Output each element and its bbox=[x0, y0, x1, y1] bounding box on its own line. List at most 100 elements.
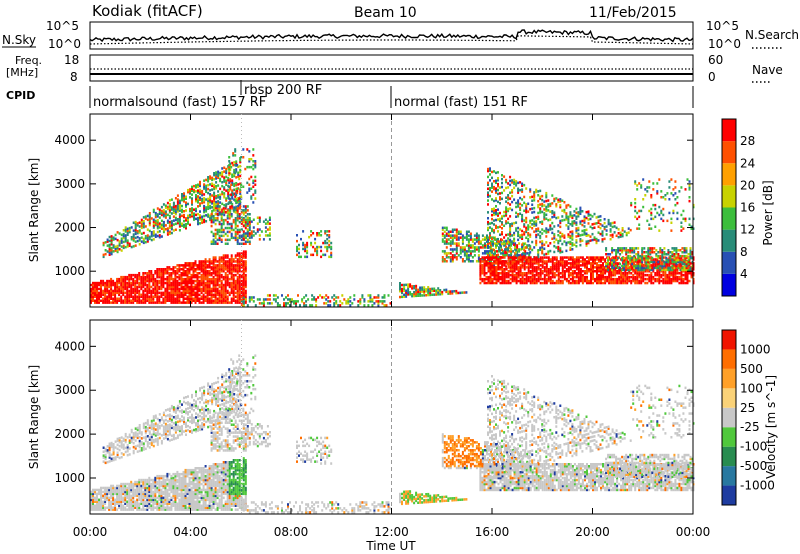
power-cell bbox=[547, 230, 550, 234]
power-cell bbox=[487, 275, 490, 279]
power-cell bbox=[489, 270, 492, 273]
power-cell bbox=[215, 187, 218, 190]
power-cell bbox=[561, 260, 564, 263]
power-cell bbox=[204, 268, 207, 271]
power-cell bbox=[242, 273, 245, 277]
power-cell bbox=[533, 281, 536, 285]
power-cell bbox=[240, 254, 243, 257]
power-cell bbox=[569, 262, 572, 265]
power-cell bbox=[154, 295, 157, 298]
power-cell bbox=[660, 275, 663, 279]
power-cell bbox=[176, 194, 179, 197]
power-cell bbox=[194, 283, 197, 287]
power-cell bbox=[571, 222, 574, 225]
power-cell bbox=[244, 289, 247, 293]
power-cell bbox=[190, 275, 193, 279]
power-cell bbox=[441, 238, 444, 241]
power-cell bbox=[199, 210, 201, 213]
power-cell bbox=[487, 169, 489, 173]
power-cell bbox=[150, 293, 153, 297]
power-cell bbox=[668, 262, 671, 265]
power-cell bbox=[202, 293, 205, 297]
power-cell bbox=[441, 256, 444, 259]
power-cell bbox=[581, 219, 584, 223]
power-cell bbox=[191, 203, 193, 206]
power-cell bbox=[650, 277, 653, 281]
power-cell bbox=[581, 239, 584, 242]
power-cell bbox=[138, 289, 141, 293]
power-cell bbox=[505, 251, 508, 254]
power-cell bbox=[401, 295, 403, 299]
power-cell bbox=[620, 270, 623, 273]
power-cell bbox=[489, 188, 491, 192]
power-cell bbox=[326, 247, 329, 251]
power-cell bbox=[174, 266, 177, 269]
power-cell bbox=[128, 281, 131, 285]
power-cell bbox=[116, 285, 119, 289]
power-cell bbox=[605, 247, 608, 250]
power-cell bbox=[212, 258, 215, 261]
power-cell bbox=[212, 275, 215, 279]
power-cell bbox=[575, 221, 578, 224]
power-cell bbox=[600, 281, 602, 285]
power-cell bbox=[168, 209, 171, 212]
power-cell bbox=[221, 202, 224, 206]
power-cell bbox=[170, 208, 173, 211]
power-cell bbox=[407, 293, 410, 296]
power-cell bbox=[126, 231, 129, 234]
power-cell bbox=[234, 283, 237, 287]
power-cell bbox=[443, 240, 446, 243]
power-cell bbox=[176, 301, 179, 304]
power-cell bbox=[505, 247, 508, 251]
power-cell bbox=[449, 242, 452, 245]
power-cell bbox=[620, 281, 623, 285]
power-cell bbox=[535, 216, 538, 219]
power-cell bbox=[196, 266, 199, 269]
power-cell bbox=[531, 277, 534, 281]
power-cell bbox=[187, 202, 189, 206]
power-cell bbox=[178, 277, 181, 281]
power-cell bbox=[557, 198, 560, 202]
power-cell bbox=[102, 241, 105, 245]
power-cell bbox=[134, 244, 137, 247]
power-cell bbox=[162, 277, 165, 281]
power-cell bbox=[660, 270, 663, 273]
power-cell bbox=[497, 273, 500, 277]
power-cell bbox=[242, 256, 245, 259]
power-cell bbox=[193, 208, 195, 211]
power-cell bbox=[227, 190, 230, 194]
power-cell bbox=[258, 238, 261, 241]
power-cell bbox=[168, 272, 171, 275]
power-cell bbox=[473, 234, 476, 237]
power-cell bbox=[433, 289, 436, 292]
power-cell bbox=[234, 287, 237, 291]
power-cell bbox=[605, 264, 608, 268]
power-cell bbox=[204, 266, 207, 269]
power-cell bbox=[189, 215, 191, 219]
power-cell bbox=[148, 283, 151, 287]
power-cell bbox=[571, 234, 574, 237]
power-cell bbox=[246, 148, 249, 151]
power-cell bbox=[154, 287, 157, 291]
power-cell bbox=[357, 300, 360, 303]
power-cell bbox=[160, 283, 163, 287]
power-cell bbox=[320, 234, 323, 237]
power-cell bbox=[244, 250, 247, 253]
power-cell bbox=[180, 295, 183, 298]
power-cell bbox=[427, 286, 430, 289]
power-cell bbox=[514, 246, 517, 249]
power-cell bbox=[590, 281, 592, 285]
power-cell bbox=[114, 281, 117, 285]
power-cell bbox=[399, 282, 401, 285]
power-cell bbox=[154, 301, 157, 304]
power-cell bbox=[162, 215, 165, 218]
power-cell bbox=[451, 236, 454, 239]
power-cell bbox=[140, 232, 143, 235]
power-cell bbox=[110, 297, 113, 300]
power-cell bbox=[586, 279, 588, 283]
power-cell bbox=[401, 289, 403, 293]
power-cell bbox=[602, 256, 604, 259]
power-cell bbox=[621, 227, 624, 230]
power-cell bbox=[132, 245, 135, 248]
power-cell bbox=[537, 251, 540, 254]
